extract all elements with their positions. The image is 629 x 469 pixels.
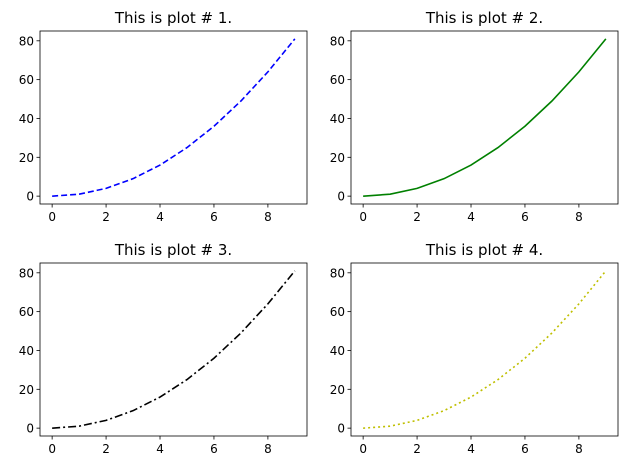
subplot-title: This is plot # 1. [114, 9, 232, 27]
axes-frame [39, 262, 308, 437]
x-tick-label: 8 [575, 210, 583, 224]
x-tick-label: 0 [359, 210, 367, 224]
y-tick-label: 0 [337, 422, 345, 436]
x-tick-label: 6 [210, 210, 218, 224]
x-tick-label: 4 [467, 442, 475, 456]
y-tick-label: 20 [330, 151, 345, 165]
y-tick-label: 40 [19, 112, 34, 126]
x-tick-label: 2 [413, 442, 421, 456]
axes-frame [350, 30, 619, 205]
y-tick-label: 0 [26, 190, 34, 204]
y-tick-label: 40 [330, 112, 345, 126]
series-line [363, 270, 607, 429]
x-tick-label: 6 [210, 442, 218, 456]
x-tick-label: 0 [359, 442, 367, 456]
axes-frame [350, 262, 619, 437]
x-tick-label: 8 [264, 442, 272, 456]
x-tick-label: 2 [102, 210, 110, 224]
y-tick-label: 80 [330, 266, 345, 280]
series-line [363, 38, 607, 197]
y-tick-label: 60 [19, 73, 34, 87]
y-tick-label: 60 [19, 305, 34, 319]
subplot-title: This is plot # 3. [114, 241, 232, 259]
x-tick-label: 0 [48, 210, 56, 224]
y-tick-label: 80 [330, 34, 345, 48]
subplot-title: This is plot # 2. [425, 9, 543, 27]
y-tick-label: 20 [19, 383, 34, 397]
y-tick-label: 60 [330, 305, 345, 319]
y-tick-label: 0 [26, 422, 34, 436]
x-tick-label: 6 [521, 210, 529, 224]
y-tick-label: 20 [330, 383, 345, 397]
axes-frame [39, 30, 308, 205]
subplot-title: This is plot # 4. [425, 241, 543, 259]
y-tick-label: 0 [337, 190, 345, 204]
series-line [52, 270, 296, 429]
y-tick-label: 80 [19, 34, 34, 48]
x-tick-label: 6 [521, 442, 529, 456]
x-tick-label: 0 [48, 442, 56, 456]
series-line [52, 38, 296, 197]
y-tick-label: 40 [330, 344, 345, 358]
y-tick-label: 80 [19, 266, 34, 280]
x-tick-label: 8 [264, 210, 272, 224]
x-tick-label: 4 [156, 442, 164, 456]
x-tick-label: 2 [102, 442, 110, 456]
x-tick-label: 4 [156, 210, 164, 224]
y-tick-label: 20 [19, 151, 34, 165]
y-tick-label: 60 [330, 73, 345, 87]
x-tick-label: 4 [467, 210, 475, 224]
x-tick-label: 8 [575, 442, 583, 456]
y-tick-label: 40 [19, 344, 34, 358]
x-tick-label: 2 [413, 210, 421, 224]
